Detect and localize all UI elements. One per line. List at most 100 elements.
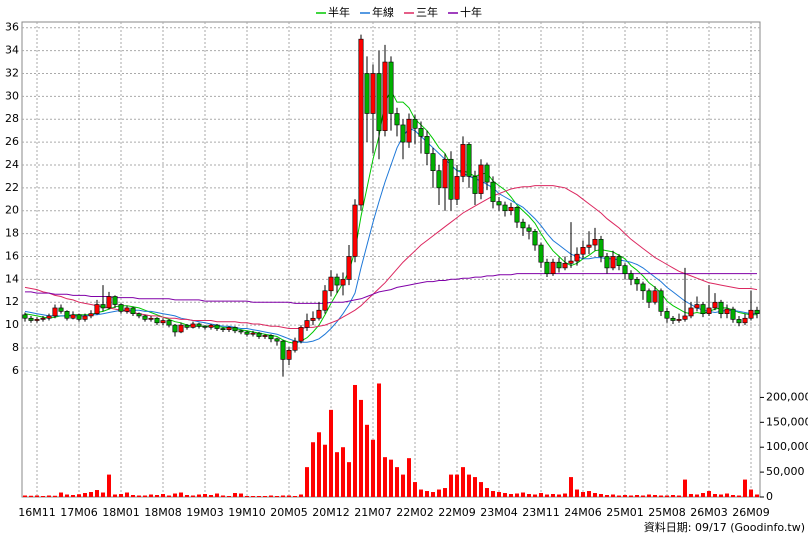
- candle-body: [748, 309, 754, 319]
- x-tick-label: 20M12: [312, 506, 350, 519]
- candle-body: [256, 332, 262, 337]
- ma-line: [24, 127, 757, 343]
- candle-body: [88, 313, 94, 317]
- volume-bar: [275, 496, 279, 497]
- x-tick-label: 21M07: [354, 506, 392, 519]
- candle-body: [190, 323, 196, 328]
- candle-body: [262, 335, 268, 337]
- candle-body: [682, 315, 688, 320]
- candle-body: [700, 304, 706, 314]
- volume-bar: [503, 493, 507, 497]
- volume-bar: [407, 458, 411, 497]
- candle-body: [82, 315, 88, 320]
- x-tick-label: 23M04: [480, 506, 518, 519]
- candle-body: [538, 244, 544, 263]
- volume-bar: [635, 495, 639, 497]
- volume-bar: [551, 494, 555, 497]
- volume-bar: [353, 384, 357, 497]
- volume-bar: [449, 474, 453, 497]
- candle-body: [394, 113, 400, 126]
- volume-bar: [113, 494, 117, 497]
- footer: 資料日期: 09/17 (Goodinfo.tw): [644, 520, 805, 534]
- x-tick-label: 26M09: [732, 506, 770, 519]
- candle-body: [418, 128, 424, 137]
- candle-body: [274, 338, 280, 342]
- candle-body: [490, 181, 496, 202]
- volume-bar: [227, 496, 231, 497]
- y-tick-label: 34: [5, 44, 19, 57]
- volume-bar: [137, 495, 141, 497]
- candle-body: [286, 349, 292, 360]
- candle-body: [754, 309, 760, 314]
- candle-body: [358, 38, 364, 206]
- volume-bar: [293, 496, 297, 497]
- candle-body: [112, 296, 118, 305]
- candle-body: [568, 260, 574, 264]
- volume-bar: [359, 399, 363, 497]
- candle-body: [118, 304, 124, 312]
- volume-bar: [245, 496, 249, 497]
- volume-bar: [29, 495, 33, 497]
- candle-body: [646, 290, 652, 303]
- y2-tick-label: 0: [766, 490, 773, 503]
- volume-bar: [611, 494, 615, 497]
- y-tick-label: 16: [5, 249, 19, 262]
- candle-body: [622, 265, 628, 274]
- candle-body: [166, 320, 172, 326]
- candle-body: [346, 256, 352, 280]
- candle-body: [508, 206, 514, 212]
- volume-bar: [221, 495, 225, 497]
- volume-bar: [47, 495, 51, 497]
- candle-body: [532, 231, 538, 246]
- volume-bar: [743, 479, 747, 497]
- candle-body: [436, 170, 442, 189]
- x-tick-label: 22M02: [396, 506, 434, 519]
- candle-body: [688, 307, 694, 317]
- volume-bar: [461, 467, 465, 497]
- candle-body: [34, 319, 40, 321]
- candle-body: [520, 221, 526, 229]
- x-tick-label: 20M05: [270, 506, 308, 519]
- x-tick-label: 25M08: [648, 506, 686, 519]
- volume-bar: [383, 457, 387, 497]
- candle-body: [184, 324, 190, 328]
- x-tick-label: 16M11: [18, 506, 56, 519]
- volume-bar: [107, 474, 111, 497]
- candle-body: [430, 153, 436, 171]
- candle-body: [412, 118, 418, 129]
- candle-body: [466, 144, 472, 177]
- ma-line: [24, 185, 758, 329]
- volume-bar: [749, 489, 753, 497]
- volume-bar: [257, 496, 261, 497]
- candle-body: [316, 309, 322, 319]
- y-tick-label: 20: [5, 204, 19, 217]
- candle-body: [382, 61, 388, 131]
- volume-bar: [335, 452, 339, 497]
- volume-bar: [239, 493, 243, 497]
- y-tick-label: 8: [12, 341, 19, 354]
- legend-label: 半年: [328, 5, 350, 19]
- candle-body: [400, 124, 406, 143]
- volume-bar: [281, 495, 285, 497]
- candle-body: [388, 61, 394, 114]
- candle-body: [472, 176, 478, 194]
- candle-body: [106, 296, 112, 309]
- volume-bar: [203, 494, 207, 497]
- candle-body: [328, 276, 334, 292]
- y-tick-label: 26: [5, 135, 19, 148]
- candle-body: [340, 279, 346, 286]
- volume-bar: [269, 495, 273, 497]
- volume-bar: [683, 479, 687, 497]
- candle-body: [628, 273, 634, 280]
- volume-bar: [485, 488, 489, 497]
- candle-body: [496, 201, 502, 206]
- candle-body: [40, 317, 46, 320]
- volume-bar: [539, 493, 543, 497]
- y-tick-label: 32: [5, 66, 19, 79]
- volume-bar: [83, 493, 87, 497]
- candle-body: [334, 276, 340, 286]
- volume-bar: [317, 432, 321, 497]
- volume-bar: [689, 494, 693, 497]
- candle-body: [280, 340, 286, 360]
